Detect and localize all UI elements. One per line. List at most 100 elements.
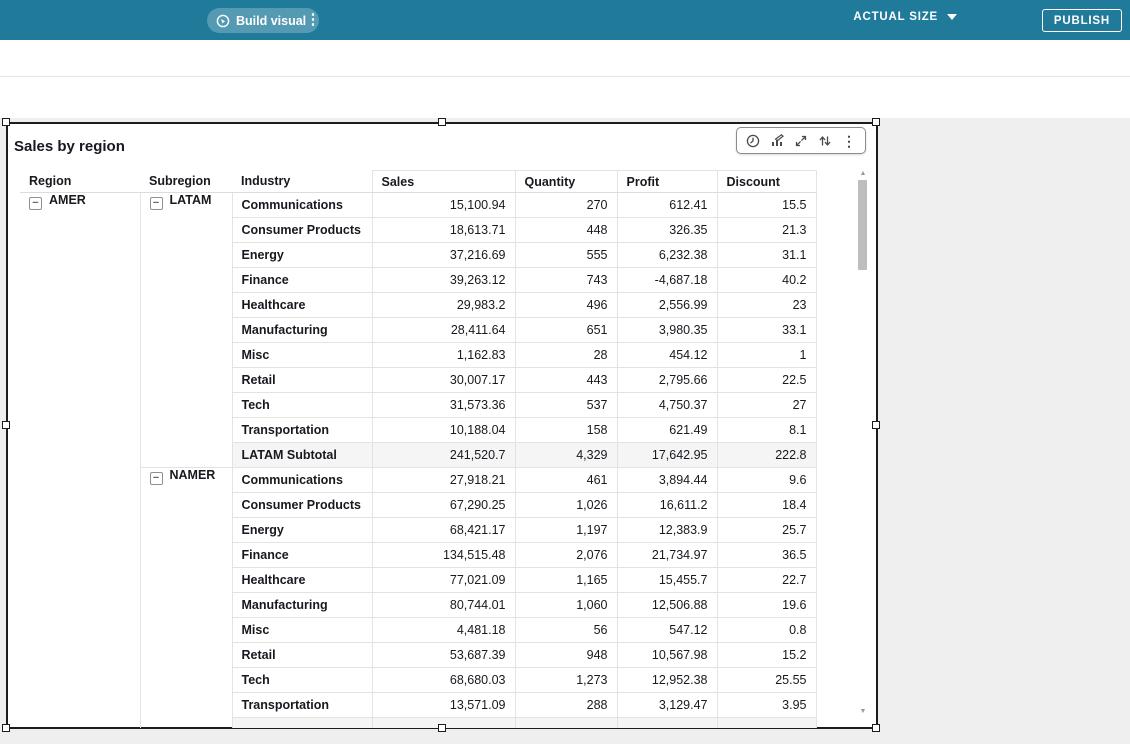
quantity-cell[interactable]: 56: [515, 617, 618, 643]
resize-handle-s[interactable]: [438, 724, 446, 732]
sales-cell[interactable]: 68,421.17: [372, 517, 516, 543]
quantity-cell[interactable]: 443: [515, 367, 618, 393]
quantity-cell[interactable]: 948: [515, 642, 618, 668]
profit-cell[interactable]: 2,556.99: [617, 292, 718, 318]
industry-cell[interactable]: Retail: [232, 367, 373, 393]
quantity-cell[interactable]: 651: [515, 317, 618, 343]
scrollbar-thumb[interactable]: [858, 180, 867, 270]
discount-cell[interactable]: 19.6: [717, 592, 817, 618]
visual-menu-icon[interactable]: ⋮: [842, 132, 856, 149]
profit-cell[interactable]: 12,952.38: [617, 667, 718, 693]
maximize-icon[interactable]: [790, 130, 812, 152]
sales-cell[interactable]: 39,263.12: [372, 267, 516, 293]
industry-cell[interactable]: LATAM Subtotal: [232, 442, 373, 468]
quantity-cell[interactable]: 1,273: [515, 667, 618, 693]
discount-cell[interactable]: 25.55: [717, 667, 817, 693]
sales-cell[interactable]: 77,021.09: [372, 567, 516, 593]
resize-handle-w[interactable]: [2, 421, 10, 429]
quantity-cell[interactable]: [515, 717, 618, 728]
sales-cell[interactable]: 29,983.2: [372, 292, 516, 318]
build-visual-button[interactable]: Build visual: [207, 8, 320, 33]
resize-handle-e[interactable]: [872, 421, 880, 429]
profit-cell[interactable]: -4,687.18: [617, 267, 718, 293]
discount-cell[interactable]: 31.1: [717, 242, 817, 268]
industry-cell[interactable]: Consumer Products: [232, 217, 373, 243]
sales-cell[interactable]: 28,411.64: [372, 317, 516, 343]
resize-handle-n[interactable]: [438, 118, 446, 126]
industry-cell[interactable]: Finance: [232, 267, 373, 293]
collapse-toggle-icon[interactable]: −: [149, 472, 163, 485]
industry-cell[interactable]: Transportation: [232, 417, 373, 443]
discount-cell[interactable]: 8.1: [717, 417, 817, 443]
industry-cell[interactable]: Energy: [232, 517, 373, 543]
edit-visual-icon[interactable]: [766, 130, 788, 152]
industry-cell[interactable]: Manufacturing: [232, 592, 373, 618]
resize-handle-sw[interactable]: [2, 724, 10, 732]
discount-cell[interactable]: 22.5: [717, 367, 817, 393]
sales-cell[interactable]: 37,216.69: [372, 242, 516, 268]
view-size-selector[interactable]: ACTUAL SIZE: [853, 11, 957, 23]
industry-cell[interactable]: Misc: [232, 617, 373, 643]
sales-cell[interactable]: 13,571.09: [372, 692, 516, 718]
profit-cell[interactable]: 12,383.9: [617, 517, 718, 543]
industry-cell[interactable]: Communications: [232, 467, 373, 493]
quantity-cell[interactable]: 1,026: [515, 492, 618, 518]
table-scrollbar[interactable]: ▲ ▼: [857, 170, 869, 716]
industry-cell[interactable]: Misc: [232, 342, 373, 368]
profit-cell[interactable]: 326.35: [617, 217, 718, 243]
quantity-cell[interactable]: 28: [515, 342, 618, 368]
quantity-cell[interactable]: 461: [515, 467, 618, 493]
sales-cell[interactable]: 15,100.94: [372, 192, 516, 218]
schedule-icon[interactable]: [742, 130, 764, 152]
discount-cell[interactable]: 15.5: [717, 192, 817, 218]
discount-cell[interactable]: 25.7: [717, 517, 817, 543]
discount-cell[interactable]: 36.5: [717, 542, 817, 568]
discount-cell[interactable]: 33.1: [717, 317, 817, 343]
quantity-cell[interactable]: 448: [515, 217, 618, 243]
column-header-sales[interactable]: Sales: [371, 170, 516, 193]
industry-cell[interactable]: Healthcare: [232, 567, 373, 593]
profit-cell[interactable]: 15,455.7: [617, 567, 718, 593]
sales-cell[interactable]: 4,481.18: [372, 617, 516, 643]
industry-cell[interactable]: Finance: [232, 542, 373, 568]
discount-cell[interactable]: 23: [717, 292, 817, 318]
column-header-subregion[interactable]: Subregion: [140, 170, 232, 193]
quantity-cell[interactable]: 743: [515, 267, 618, 293]
industry-cell[interactable]: Manufacturing: [232, 317, 373, 343]
sales-cell[interactable]: 80,744.01: [372, 592, 516, 618]
sales-cell[interactable]: [372, 717, 516, 728]
industry-cell[interactable]: Tech: [232, 392, 373, 418]
quantity-cell[interactable]: 158: [515, 417, 618, 443]
industry-cell[interactable]: Energy: [232, 242, 373, 268]
profit-cell[interactable]: 621.49: [617, 417, 718, 443]
quantity-cell[interactable]: 1,197: [515, 517, 618, 543]
topbar-more-options-icon[interactable]: ⋮: [305, 11, 321, 28]
quantity-cell[interactable]: 270: [515, 192, 618, 218]
profit-cell[interactable]: 547.12: [617, 617, 718, 643]
discount-cell[interactable]: 40.2: [717, 267, 817, 293]
discount-cell[interactable]: 9.6: [717, 467, 817, 493]
discount-cell[interactable]: 18.4: [717, 492, 817, 518]
profit-cell[interactable]: 4,750.37: [617, 392, 718, 418]
swap-icon[interactable]: [814, 130, 836, 152]
discount-cell[interactable]: 27: [717, 392, 817, 418]
sales-cell[interactable]: 68,680.03: [372, 667, 516, 693]
publish-button[interactable]: PUBLISH: [1041, 9, 1122, 32]
column-header-region[interactable]: Region: [20, 170, 140, 193]
sales-cell[interactable]: 31,573.36: [372, 392, 516, 418]
quantity-cell[interactable]: 1,060: [515, 592, 618, 618]
industry-cell[interactable]: Retail: [232, 642, 373, 668]
resize-handle-nw[interactable]: [2, 118, 10, 126]
sales-cell[interactable]: 134,515.48: [372, 542, 516, 568]
profit-cell[interactable]: 3,129.47: [617, 692, 718, 718]
column-header-quantity[interactable]: Quantity: [514, 170, 618, 193]
sales-cell[interactable]: 241,520.7: [372, 442, 516, 468]
profit-cell[interactable]: 3,980.35: [617, 317, 718, 343]
industry-cell[interactable]: Transportation: [232, 692, 373, 718]
discount-cell[interactable]: 21.3: [717, 217, 817, 243]
discount-cell[interactable]: 3.95: [717, 692, 817, 718]
quantity-cell[interactable]: 1,165: [515, 567, 618, 593]
profit-cell[interactable]: 17,642.95: [617, 442, 718, 468]
profit-cell[interactable]: 6,232.38: [617, 242, 718, 268]
profit-cell[interactable]: 2,795.66: [617, 367, 718, 393]
